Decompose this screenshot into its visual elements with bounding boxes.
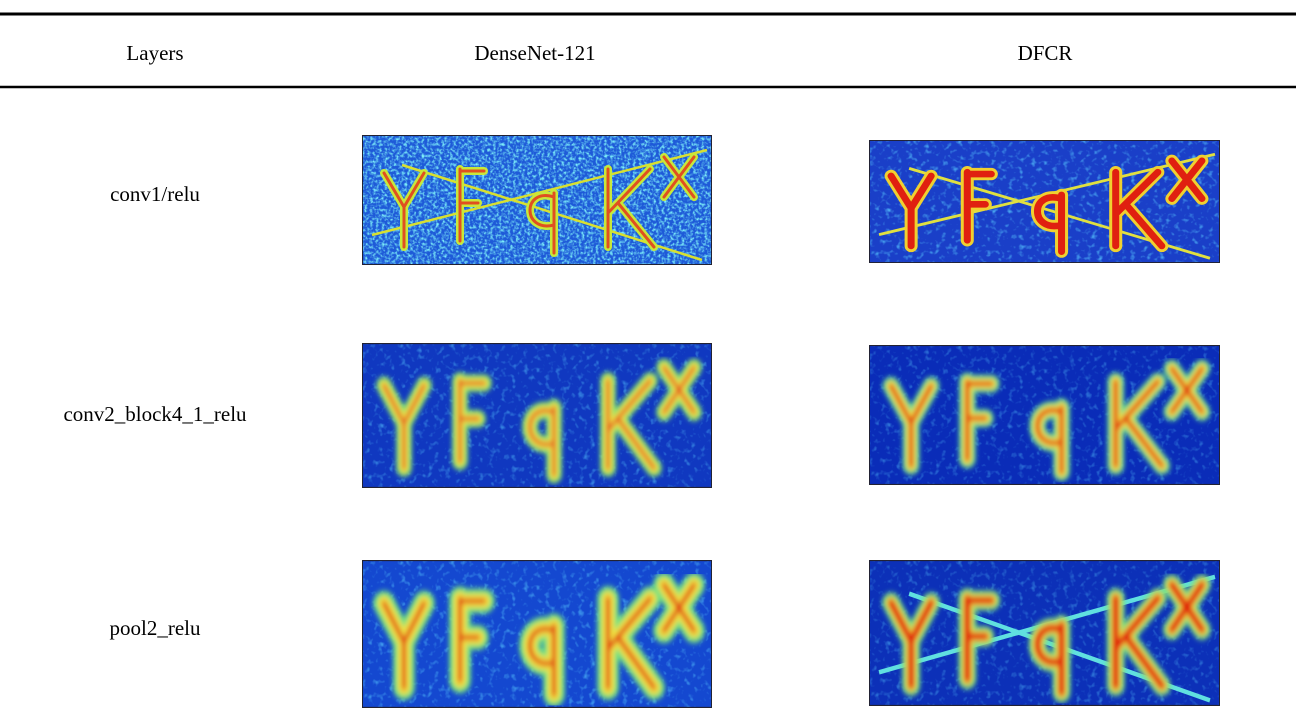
layer-name: pool2_relu — [110, 616, 201, 640]
feature-map — [869, 140, 1220, 263]
feature-map — [362, 560, 712, 708]
feature-map — [869, 345, 1220, 485]
page: body { margin: 0; background: #fff; } sv… — [0, 0, 1296, 722]
feature-map — [869, 560, 1220, 706]
feature-map — [362, 135, 712, 265]
table: Layers DenseNet-121 DFCR conv1/relu conv… — [0, 0, 1296, 722]
header-cell: Layers — [126, 41, 183, 65]
page-body: {"table": {"header": ["Layers", "DenseNe… — [0, 0, 1296, 722]
layer-name: conv1/relu — [110, 182, 200, 206]
header-cell: DenseNet-121 — [474, 41, 595, 65]
layer-name: conv2_block4_1_relu — [63, 402, 247, 426]
feature-map — [362, 343, 712, 488]
header-cell: DFCR — [1018, 41, 1073, 65]
